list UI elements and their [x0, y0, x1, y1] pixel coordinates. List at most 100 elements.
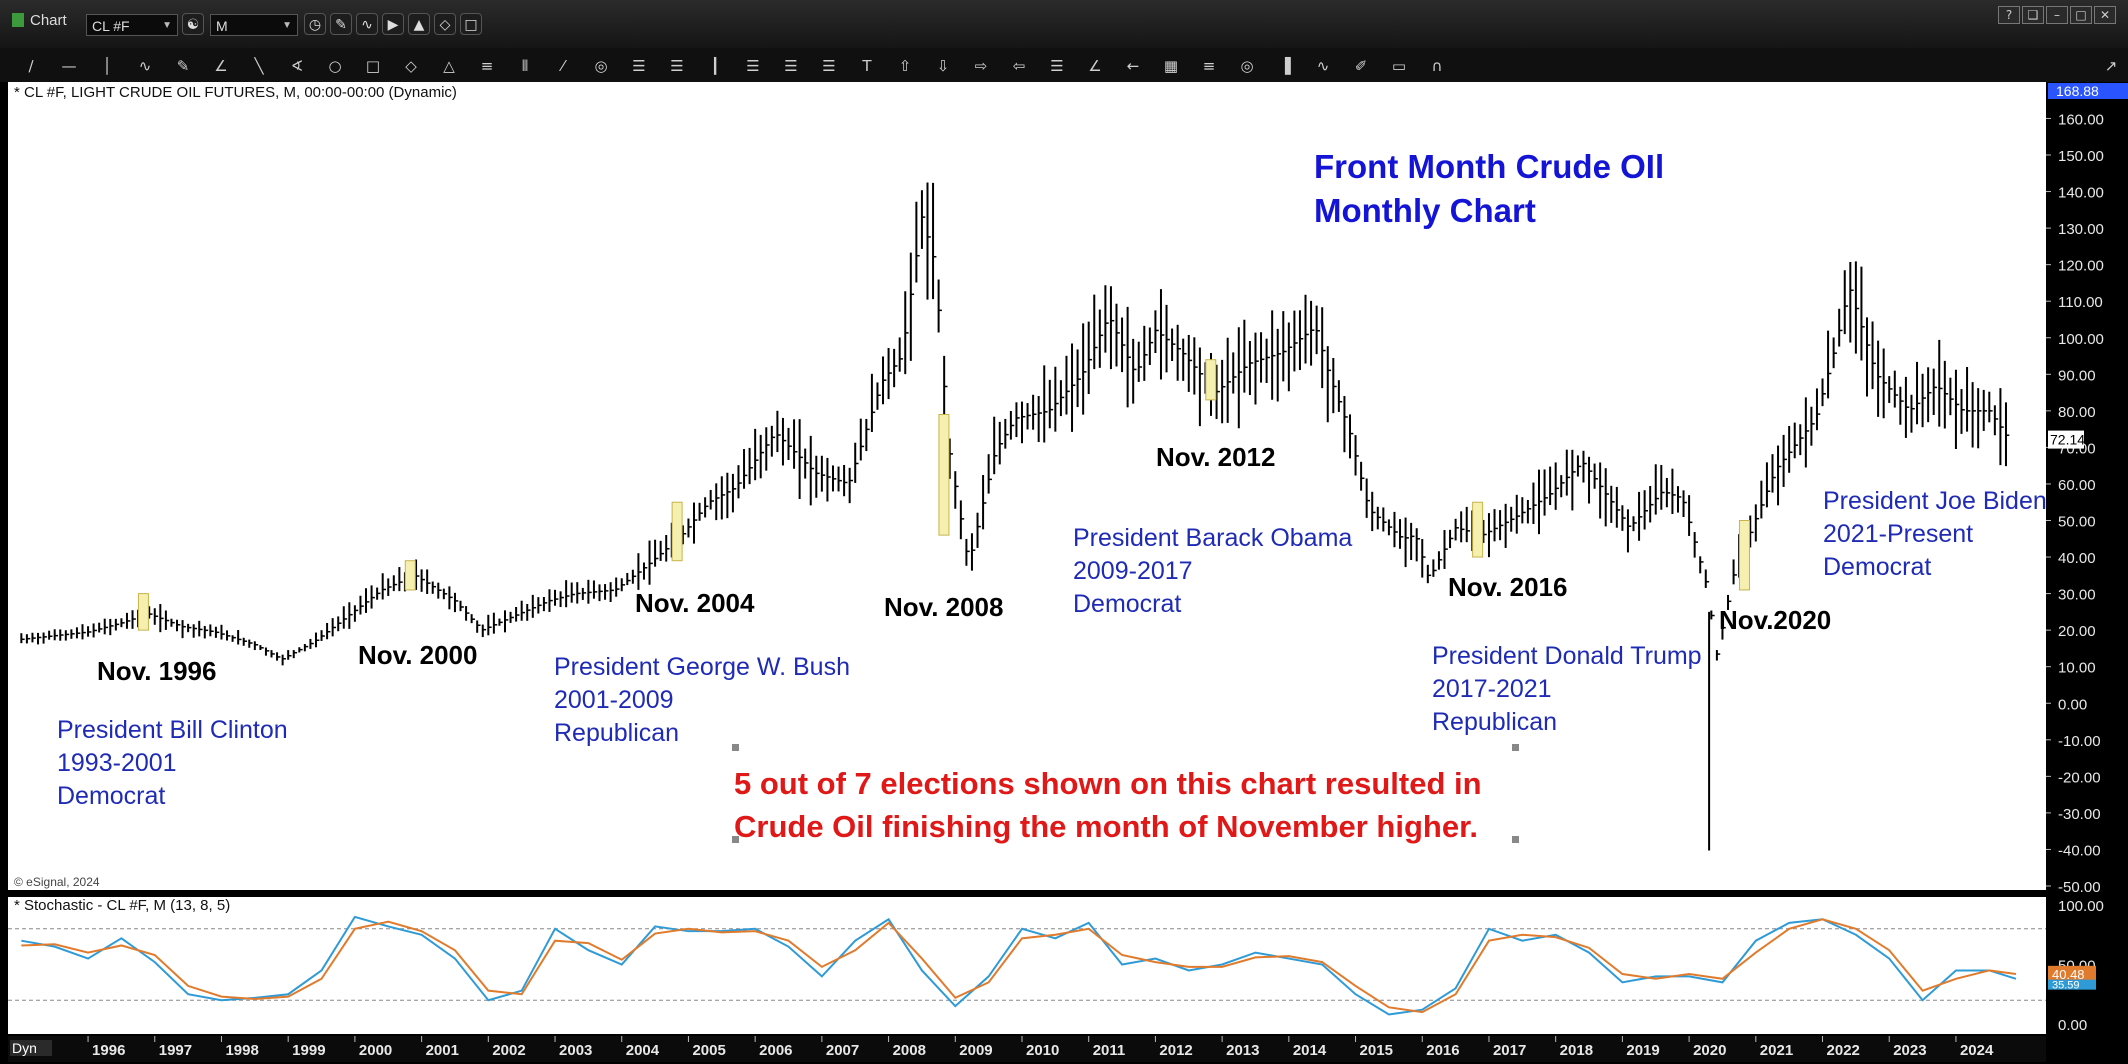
edit-tool-icon[interactable]: ✐ [1354, 57, 1368, 75]
angle-tool-icon[interactable]: ∠ [1088, 57, 1102, 75]
list-tool-icon[interactable]: ☰ [822, 57, 836, 75]
note-line1: 5 out of 7 elections shown on this chart… [734, 766, 1482, 801]
price-tick-label: 80.00 [2058, 404, 2096, 421]
x-tick-label: 2008 [893, 1042, 926, 1059]
trump-party: Republican [1432, 708, 1558, 736]
channel-tool-icon[interactable]: ∢ [290, 57, 304, 75]
restore-button[interactable]: ❑ [2022, 6, 2044, 24]
x-tick-label: 1997 [159, 1042, 192, 1059]
text-box-handle[interactable] [1512, 744, 1519, 751]
chart-title-line2: Monthly Chart [1314, 192, 1536, 229]
app-title: Chart [12, 12, 67, 29]
x-tick-label: 2002 [492, 1042, 525, 1059]
price-tick-label: -20.00 [2058, 769, 2101, 786]
price-tick-label: 120.00 [2058, 258, 2104, 275]
text-box-handle[interactable] [732, 744, 739, 751]
x-tick-label: 2012 [1159, 1042, 1192, 1059]
x-tick-label: 2022 [1827, 1042, 1860, 1059]
top-value-box [2048, 83, 2128, 99]
wave-tool-icon[interactable]: ∿ [138, 57, 152, 75]
text-box-handle[interactable] [1512, 836, 1519, 843]
vline-tool-icon[interactable]: │ [102, 57, 112, 75]
stoch-k-last-label: 40.48 [2052, 967, 2085, 982]
volume-tool-icon[interactable]: ▐ [1279, 57, 1291, 75]
target-tool-icon[interactable]: ◎ [594, 57, 608, 75]
x-tick-label: 1998 [225, 1042, 258, 1059]
eraser-icon[interactable]: ◇ [434, 13, 456, 35]
price-tick-label: -10.00 [2058, 733, 2101, 750]
clock-icon[interactable]: ◷ [304, 13, 326, 35]
ellipse-tool-icon[interactable]: ○ [328, 57, 342, 75]
note-line2: Crude Oil finishing the month of Novembe… [734, 809, 1479, 844]
grid-tool-icon[interactable]: ▦ [1163, 57, 1179, 75]
arrow-up-tool-icon[interactable]: ⇧ [898, 57, 912, 75]
x-tick-label: 2018 [1560, 1042, 1593, 1059]
text-box-handle[interactable] [732, 836, 739, 843]
link-icon[interactable]: ☯ [182, 13, 204, 35]
close-button[interactable]: ✕ [2094, 6, 2116, 24]
fib-tool-icon[interactable]: ≡ [480, 57, 494, 75]
cursor-icon[interactable]: ↗ [2104, 57, 2118, 75]
price-tick-label: 110.00 [2058, 294, 2103, 311]
help-button[interactable]: ? [1998, 6, 2020, 24]
november-highlight-box [938, 414, 950, 536]
price-tick-label: 90.00 [2058, 367, 2096, 384]
list-tool-icon[interactable]: ☰ [746, 57, 760, 75]
pencil-tool-icon[interactable]: ✎ [176, 57, 190, 75]
target-tool-icon[interactable]: ◎ [1240, 57, 1254, 75]
stochastic-tick-label: 0.00 [2058, 1017, 2087, 1034]
clinton-annotation: President Bill Clinton 1993-2001 Democra… [57, 714, 288, 813]
price-tick-label: -40.00 [2058, 842, 2101, 859]
app-name: Chart [30, 12, 67, 29]
price-bars [20, 182, 2010, 666]
price-panel-header: * CL #F, LIGHT CRUDE OIL FUTURES, M, 00:… [14, 84, 457, 101]
line-tool-icon[interactable]: ∕ [28, 57, 34, 75]
alert-icon[interactable]: ▲ [408, 13, 430, 35]
arrow-back-tool-icon[interactable]: ← [1126, 57, 1140, 75]
november-highlight-box [137, 593, 149, 631]
diamond-tool-icon[interactable]: ◇ [405, 57, 417, 75]
list-tool-icon[interactable]: ☰ [670, 57, 684, 75]
x-tick-label: 2017 [1493, 1042, 1526, 1059]
angle-tool-icon[interactable]: ∠ [214, 57, 228, 75]
chart-app-icon [12, 13, 24, 27]
label-nov-2008: Nov. 2008 [884, 592, 1004, 622]
pencil-icon[interactable]: ✎ [330, 13, 352, 35]
hline-tool-icon[interactable]: — [61, 57, 77, 75]
play-icon[interactable]: ▶ [382, 13, 404, 35]
triangle-tool-icon[interactable]: △ [443, 57, 455, 75]
trendline-tool-icon[interactable]: ⁄ [561, 57, 565, 75]
minimize-button[interactable]: – [2046, 6, 2068, 24]
maximize-button[interactable]: □ [2070, 6, 2092, 24]
box-tool-icon[interactable]: ▭ [1391, 57, 1407, 75]
x-tick-label: 1996 [92, 1042, 125, 1059]
list-tool-icon[interactable]: ☰ [1050, 57, 1064, 75]
pitchfork-tool-icon[interactable]: ⫴ [521, 57, 529, 75]
list-tool-icon[interactable]: ☰ [784, 57, 798, 75]
text-tool-icon[interactable]: T [862, 57, 872, 75]
arrow-down-tool-icon[interactable]: ⇩ [936, 57, 950, 75]
november-highlight-box [1205, 359, 1217, 401]
symbol-combo[interactable]: CL #F ▼ [86, 14, 178, 36]
ray-tool-icon[interactable]: ╲ [254, 57, 264, 75]
magnet-tool-icon[interactable]: ∩ [1431, 57, 1443, 75]
chevron-down-icon: ▼ [162, 20, 172, 31]
wave-icon[interactable]: ∿ [356, 13, 378, 35]
arrow-right-tool-icon[interactable]: ⇨ [974, 57, 988, 75]
clinton-party: Democrat [57, 782, 166, 810]
chart-title-line1: Front Month Crude OIl [1314, 148, 1665, 185]
label-nov-2004: Nov. 2004 [635, 588, 755, 618]
bars-tool-icon[interactable]: ┃ [710, 57, 720, 75]
rectangle-tool-icon[interactable]: □ [365, 57, 381, 75]
interval-combo[interactable]: M ▼ [210, 14, 298, 36]
list-tool-icon[interactable]: ≡ [1202, 57, 1216, 75]
price-tick-label: 30.00 [2058, 587, 2096, 604]
price-tick-label: 10.00 [2058, 660, 2096, 677]
list-tool-icon[interactable]: ☰ [632, 57, 646, 75]
drawing-toolbar: ∕ — │ ∿ ✎ ∠ ╲ ∢ ○ □ ◇ △ ≡ ⫴ ⁄ ◎ ☰ ☰ ┃ ☰ ☰ ☰ T ⇧ ⇩ ⇨ ⇦ ☰ ∠ ← ▦ ≡ ◎ ▐ ∿ ✐ ▭ ∩ ↗ [0, 48, 2128, 83]
price-tick-label: 0.00 [2058, 696, 2087, 713]
arrow-left-tool-icon[interactable]: ⇦ [1012, 57, 1026, 75]
comment-icon[interactable]: □ [460, 13, 482, 35]
wave-tool-icon[interactable]: ∿ [1316, 57, 1330, 75]
x-tick-label: 2004 [626, 1042, 660, 1059]
